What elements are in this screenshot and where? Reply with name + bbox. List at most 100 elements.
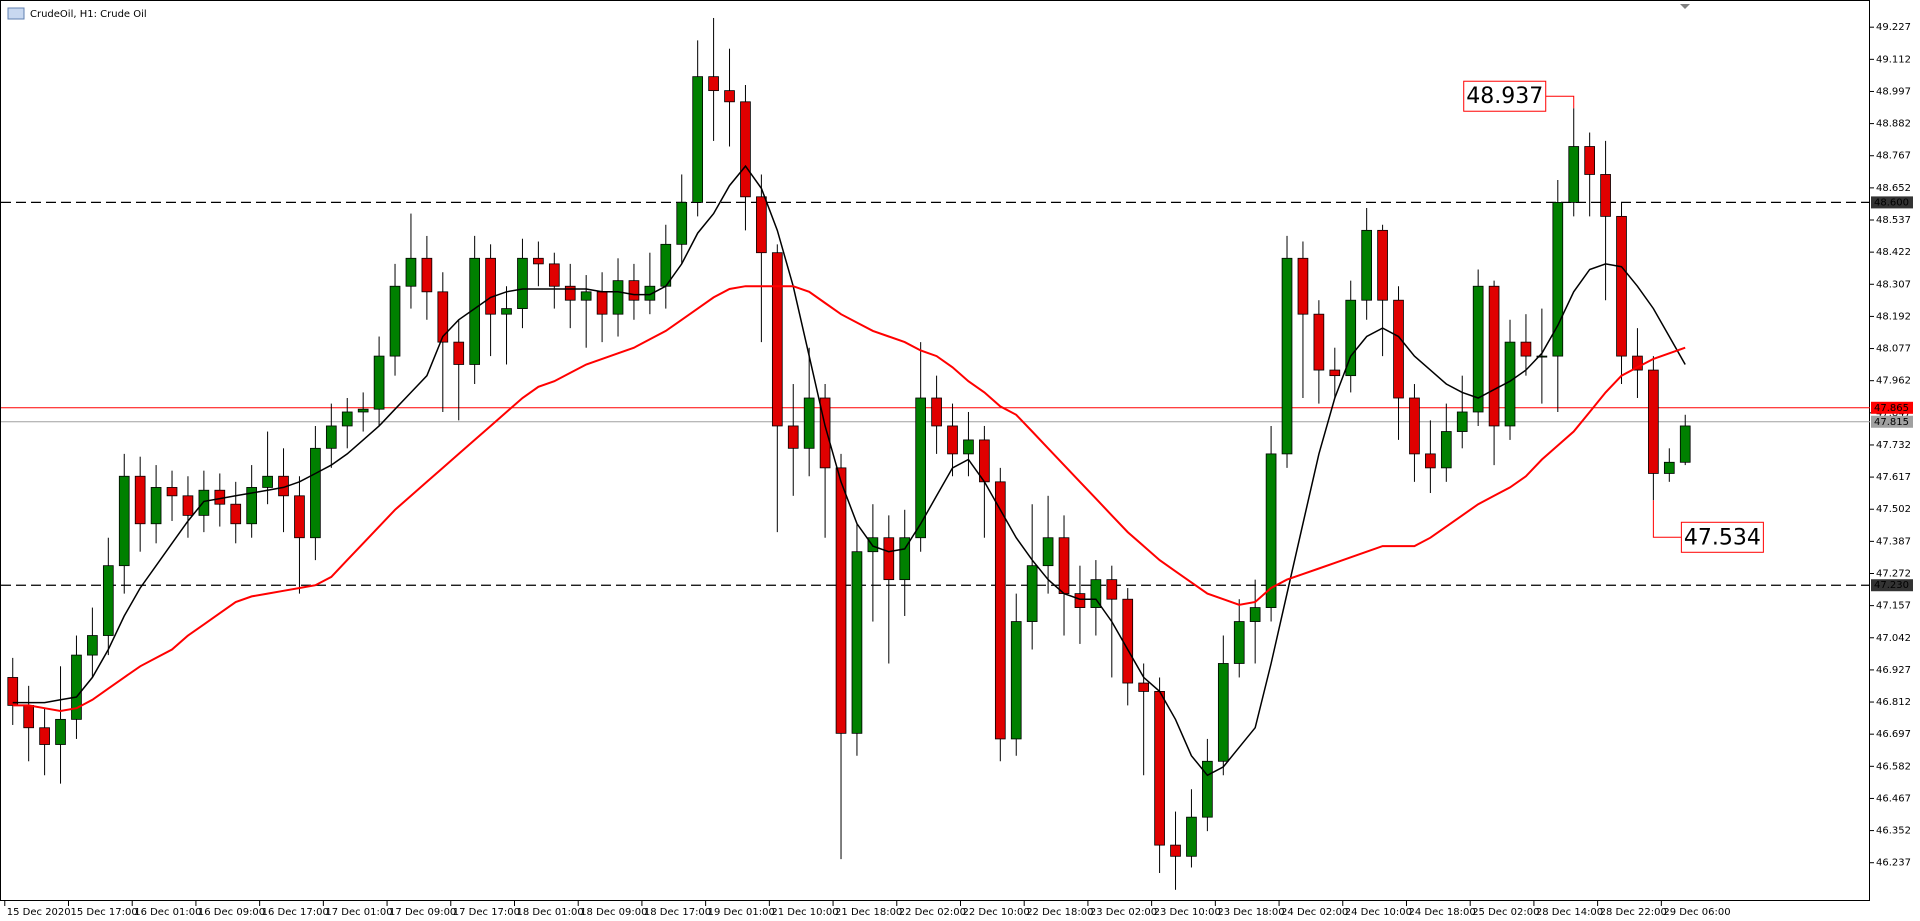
y-tick-label: 47.962 bbox=[1876, 376, 1911, 387]
candle-body bbox=[453, 341, 465, 365]
candle-body bbox=[1568, 146, 1580, 203]
candle-body bbox=[1616, 215, 1627, 357]
candle-body bbox=[39, 727, 50, 745]
moving-average bbox=[12, 285, 1686, 713]
candle-body bbox=[867, 537, 879, 553]
x-tick-label: 25 Dec 02:00 bbox=[1472, 907, 1539, 918]
y-tick-label: 47.617 bbox=[1876, 472, 1911, 483]
level-tag-label: 47.815 bbox=[1874, 417, 1909, 428]
y-tick-label: 48.537 bbox=[1876, 215, 1911, 226]
candle-body bbox=[341, 411, 353, 427]
candle-body bbox=[1377, 229, 1388, 301]
candle-body bbox=[1154, 691, 1165, 846]
candle-body bbox=[182, 495, 194, 516]
candle-body bbox=[1361, 229, 1372, 301]
candle-body bbox=[294, 495, 305, 539]
candle-body bbox=[71, 654, 82, 720]
x-tick-label: 22 Dec 10:00 bbox=[962, 907, 1029, 918]
candle-body bbox=[1329, 369, 1341, 377]
level-tag-label: 48.600 bbox=[1874, 197, 1909, 208]
x-tick-label: 29 Dec 06:00 bbox=[1663, 907, 1730, 918]
candle-body bbox=[787, 425, 799, 449]
candle-body bbox=[1281, 257, 1293, 455]
candle-body bbox=[994, 481, 1006, 740]
y-tick-label: 47.387 bbox=[1876, 536, 1911, 547]
candle-body bbox=[931, 397, 942, 427]
candle-body bbox=[1393, 299, 1404, 399]
x-tick-label: 21 Dec 18:00 bbox=[835, 907, 902, 918]
annotation-connector bbox=[1652, 500, 1682, 538]
candle-body bbox=[373, 355, 385, 410]
candle-body bbox=[325, 425, 337, 449]
x-tick-label: 22 Dec 02:00 bbox=[899, 907, 966, 918]
candle-body bbox=[1520, 341, 1532, 357]
candle-body bbox=[1456, 411, 1468, 432]
candle-body bbox=[134, 475, 146, 525]
y-tick-label: 47.272 bbox=[1876, 568, 1911, 579]
x-tick-label: 22 Dec 18:00 bbox=[1026, 907, 1093, 918]
y-tick-label: 48.422 bbox=[1876, 247, 1911, 258]
candle-body bbox=[979, 439, 990, 483]
candle-body bbox=[851, 551, 863, 734]
x-tick-label: 15 Dec 2020 bbox=[7, 907, 71, 918]
y-tick-label: 46.697 bbox=[1876, 729, 1911, 740]
annotation-connector bbox=[1545, 95, 1575, 109]
x-tick-label: 16 Dec 01:00 bbox=[134, 907, 201, 918]
y-tick-label: 47.042 bbox=[1876, 633, 1911, 644]
x-tick-label: 23 Dec 10:00 bbox=[1154, 907, 1221, 918]
y-tick-label: 47.157 bbox=[1876, 601, 1911, 612]
candle-body bbox=[915, 397, 927, 539]
candle-body bbox=[724, 90, 735, 103]
level-tag bbox=[1871, 196, 1913, 209]
annotation-box bbox=[1463, 80, 1547, 112]
candle-body bbox=[310, 447, 321, 539]
candle-body bbox=[708, 76, 719, 92]
candle-body bbox=[501, 308, 512, 315]
candle-body bbox=[803, 397, 815, 449]
candle-body bbox=[7, 677, 19, 706]
candle-body bbox=[1552, 202, 1564, 357]
level-tag bbox=[1871, 579, 1913, 592]
candle-body bbox=[580, 291, 592, 301]
candle-body bbox=[437, 291, 449, 343]
annotation-label: 47.534 bbox=[1684, 525, 1761, 550]
annotation-label: 48.937 bbox=[1466, 84, 1543, 109]
candle-body bbox=[1297, 257, 1309, 315]
candle-body bbox=[1265, 453, 1277, 608]
candle-body bbox=[1313, 313, 1325, 371]
y-tick-label: 47.502 bbox=[1876, 504, 1911, 515]
candle-body bbox=[740, 101, 751, 198]
x-tick-label: 17 Dec 17:00 bbox=[453, 907, 520, 918]
candle-body bbox=[1488, 285, 1500, 427]
x-tick-label: 17 Dec 09:00 bbox=[389, 907, 456, 918]
candle-body bbox=[771, 252, 783, 427]
x-tick-label: 24 Dec 10:00 bbox=[1345, 907, 1412, 918]
candle-body bbox=[1663, 461, 1675, 474]
candle-body bbox=[485, 257, 496, 315]
candle-body bbox=[835, 467, 847, 734]
candle-body bbox=[1504, 341, 1516, 427]
candle-body bbox=[644, 285, 656, 301]
scroll-marker bbox=[1680, 4, 1690, 9]
candle-body bbox=[262, 475, 273, 488]
y-tick-label: 47.732 bbox=[1876, 440, 1911, 451]
candle-body bbox=[1106, 579, 1118, 600]
moving-average bbox=[12, 164, 1686, 777]
candle-body bbox=[596, 291, 608, 315]
x-tick-label: 16 Dec 09:00 bbox=[198, 907, 265, 918]
candle-body bbox=[198, 489, 210, 516]
candle-body bbox=[1632, 355, 1643, 371]
candle-body bbox=[1679, 425, 1691, 463]
candle-body bbox=[612, 280, 624, 315]
candle-body bbox=[1042, 537, 1054, 567]
candle-body bbox=[1217, 663, 1229, 762]
level-tag-label: 47.230 bbox=[1874, 580, 1909, 591]
y-tick-label: 48.077 bbox=[1876, 344, 1911, 355]
candle-body bbox=[246, 487, 258, 525]
y-tick-label: 48.767 bbox=[1876, 151, 1911, 162]
y-tick-label: 46.927 bbox=[1876, 665, 1911, 676]
x-tick-label: 18 Dec 17:00 bbox=[644, 907, 711, 918]
candle-body bbox=[756, 196, 767, 254]
y-tick-label: 48.997 bbox=[1876, 86, 1911, 97]
